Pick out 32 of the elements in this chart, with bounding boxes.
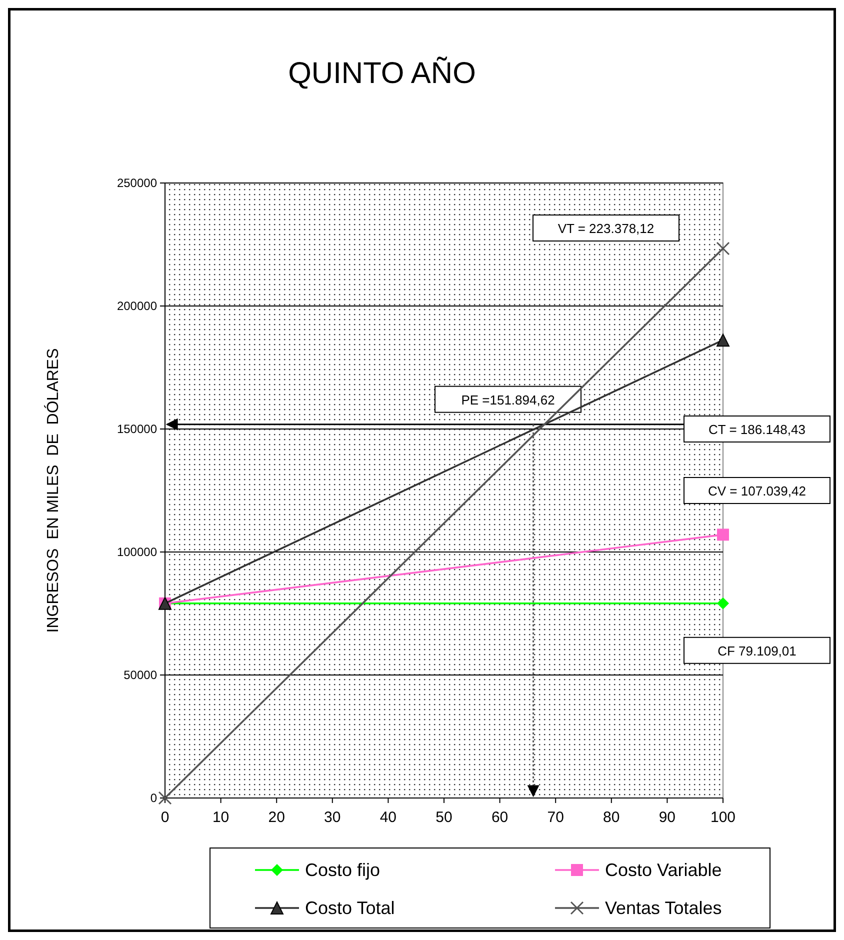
x-tick-label: 80 xyxy=(603,809,620,826)
point xyxy=(717,597,729,610)
annotation: CV = 107.039,42 xyxy=(708,484,806,498)
point xyxy=(717,528,729,541)
y-tick-label: 50000 xyxy=(124,668,158,682)
x-tick-label: 30 xyxy=(324,809,341,826)
y-tick-label: 200000 xyxy=(116,299,158,313)
x-tick-label: 90 xyxy=(658,809,676,826)
x-tick-label: 0 xyxy=(160,809,170,826)
chart-title: QUINTO AÑO xyxy=(288,56,476,90)
legend-label: Costo Variable xyxy=(605,860,722,880)
annotation: VT = 223.378,12 xyxy=(558,221,654,236)
x-tick-label: 100 xyxy=(710,809,736,826)
annotation: CT = 186.148,43 xyxy=(708,422,806,437)
legend-label: Ventas Totales xyxy=(605,898,722,918)
x-tick-label: 10 xyxy=(212,809,230,826)
legend-label: Costo Total xyxy=(305,898,395,918)
y-tick-label: 250000 xyxy=(116,176,158,190)
x-tick-label: 70 xyxy=(547,809,564,826)
y-tick-label: 0 xyxy=(150,791,158,805)
y-tick-label: 150000 xyxy=(116,422,158,436)
point xyxy=(716,242,730,256)
x-tick-label: 20 xyxy=(268,809,285,826)
x-tick-label: 60 xyxy=(491,809,508,826)
x-tick-label: 40 xyxy=(380,809,397,826)
point xyxy=(158,791,172,805)
legend-label: Costo fijo xyxy=(305,860,380,880)
x-tick-label: 50 xyxy=(436,809,452,826)
y-axis-title: INGRESOS EN MILES DE DÓLARES xyxy=(44,348,62,633)
annotation: CF 79.109,01 xyxy=(718,643,796,658)
ref-line-label: PE =151.894,62 xyxy=(461,392,555,408)
y-tick-label: 100000 xyxy=(116,545,158,559)
